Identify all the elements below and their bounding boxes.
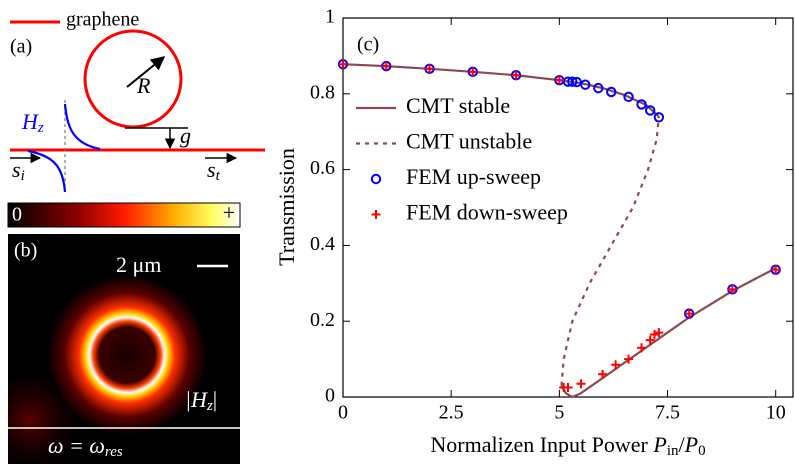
mode-profile [27, 149, 67, 193]
point [606, 86, 617, 98]
x-tick-label: 5 [554, 402, 564, 424]
legend-text: graphene [66, 9, 139, 31]
point [425, 64, 435, 74]
point [563, 383, 573, 393]
panel-label: (c) [357, 34, 379, 56]
point [580, 79, 591, 90]
point [636, 99, 647, 110]
point [654, 328, 664, 338]
y-tick-label: 0.2 [310, 309, 335, 331]
plot-frame [342, 17, 794, 398]
chart: (c) Transmission Normalizen Input Power … [274, 6, 794, 459]
point [624, 354, 634, 364]
legend: CMT stable CMT unstable FEM up-sweep FEM do… [356, 93, 568, 225]
legend-label: CMT stable [406, 93, 510, 118]
point [598, 369, 608, 379]
panel-a: graphene (a) R g Hz si st [10, 9, 265, 193]
panel-b: (b) 2 μm |Hz| ω = ωres [8, 234, 240, 464]
point [645, 105, 656, 116]
radius-label: R [136, 73, 151, 98]
colorbar-min: 0 [12, 204, 22, 226]
point [576, 379, 586, 389]
ring-field [47, 275, 207, 435]
y-tick-label: 0.4 [310, 233, 335, 255]
y-tick-label: 1 [325, 6, 335, 28]
gap-label: g [180, 123, 191, 148]
radius-arrow [126, 56, 166, 88]
y-tick-label: 0.6 [310, 157, 335, 179]
point [381, 61, 391, 71]
legend-marker [371, 210, 381, 219]
point [653, 112, 665, 123]
colorbar-max: + [223, 200, 235, 225]
field-label: Hz [21, 109, 44, 136]
panel-label: (b) [14, 240, 37, 262]
point [727, 284, 737, 294]
point [611, 360, 621, 370]
point [623, 91, 634, 103]
legend-label: FEM up-sweep [406, 164, 541, 189]
x-tick-label: 2.5 [439, 402, 464, 424]
scale-label: 2 μm [116, 252, 161, 277]
y-tick-label: 0.8 [310, 81, 335, 103]
point [637, 343, 647, 353]
point [511, 70, 521, 80]
point [567, 76, 578, 87]
point [338, 59, 348, 69]
point [468, 67, 478, 77]
legend-marker [370, 173, 382, 185]
output-label: st [207, 157, 221, 184]
x-tick-label: 7.5 [655, 402, 680, 424]
ring [83, 29, 183, 129]
point [771, 265, 781, 275]
panel-label: (a) [10, 36, 32, 58]
point [684, 309, 694, 319]
legend-label: CMT unstable [406, 129, 532, 154]
series-line [560, 116, 660, 386]
y-tick-label: 0 [325, 385, 335, 407]
x-tick-label: 10 [766, 402, 786, 424]
point [593, 82, 604, 94]
y-axis-label: Transmission [274, 148, 299, 266]
field-label: |Hz| [185, 387, 217, 414]
point [554, 75, 564, 85]
x-axis-label: Normalizen Input Power Pin/P0 [430, 432, 705, 459]
mode-profile [63, 103, 101, 151]
colorbar-gradient [7, 202, 241, 228]
input-label: si [12, 157, 25, 184]
point [645, 335, 655, 345]
colorbar: 0 + [7, 200, 241, 228]
condition-label: ω = ωres [48, 433, 123, 460]
point [650, 329, 660, 339]
x-tick-label: 0 [338, 402, 348, 424]
legend-label: FEM down-sweep [406, 200, 568, 225]
